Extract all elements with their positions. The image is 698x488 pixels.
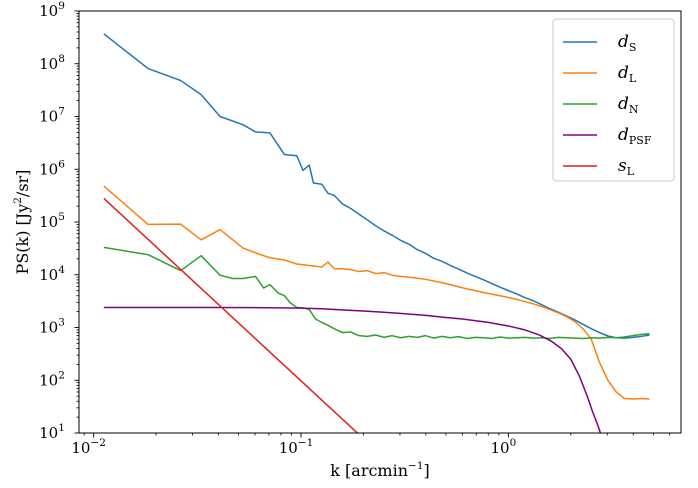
series-line-d-l (103, 185, 650, 400)
legend-label: dL (618, 63, 637, 85)
series-line-d-psf (103, 306, 602, 433)
series-layer (103, 33, 650, 433)
legend-label: sL (618, 156, 635, 178)
x-tick-label: 10−1 (279, 437, 314, 457)
y-tick-label: 107 (39, 106, 65, 126)
series-line-d-n (103, 246, 650, 340)
y-tick-label: 101 (39, 422, 65, 442)
x-tick-label: 100 (490, 437, 516, 457)
legend-label: dN (618, 94, 639, 116)
y-tick-label: 106 (39, 158, 65, 178)
ticks-layer: 10−2 10−1 100 101 102 103 104 105 106 107 108 109 (39, 0, 671, 457)
y-tick-label: 105 (39, 211, 65, 231)
series-line-s-l (103, 197, 358, 433)
y-tick-label: 108 (39, 53, 65, 73)
y-tick-label: 102 (39, 369, 65, 389)
legend: dS dL dN dPSF sL (552, 18, 675, 182)
legend-label: dS (618, 32, 636, 54)
legend-box (552, 18, 675, 182)
legend-items: dS dL dN dPSF sL (563, 32, 652, 178)
x-axis-title: k [arcmin−1] (330, 460, 430, 480)
y-tick-label: 104 (39, 264, 65, 284)
y-tick-label: 103 (39, 317, 65, 337)
legend-label: dPSF (618, 125, 652, 147)
y-tick-label: 109 (39, 0, 65, 20)
y-axis-title: PS(k) [Jy2/sr] (12, 170, 32, 275)
x-tick-label: 10−2 (71, 437, 106, 457)
series-line-d-s (103, 33, 650, 339)
